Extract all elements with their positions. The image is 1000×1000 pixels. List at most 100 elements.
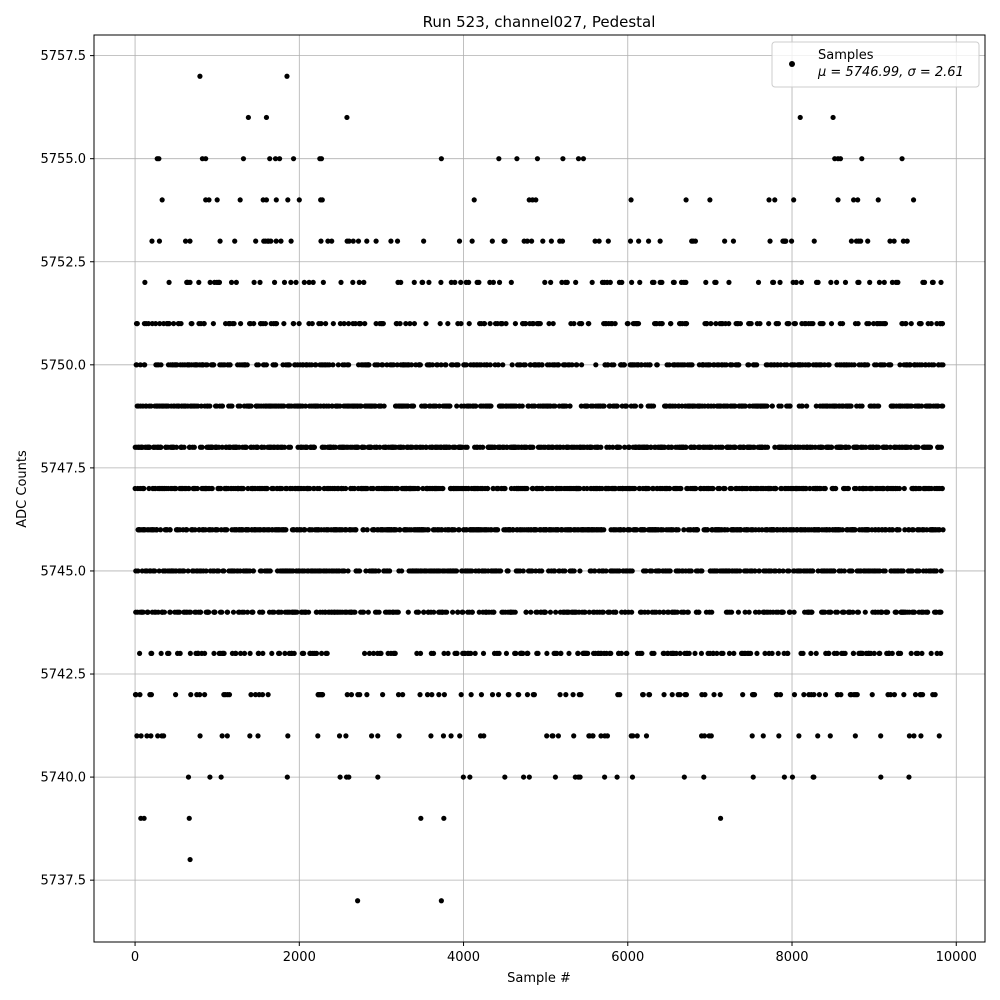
data-point [414,650,420,657]
data-point [811,692,817,698]
data-point [826,362,832,368]
data-point [361,650,368,657]
data-point [345,320,352,327]
data-point [701,733,708,739]
data-point [834,650,840,657]
data-point [520,650,526,657]
data-point [509,362,515,368]
data-point [627,527,633,533]
data-point [345,568,351,574]
data-point [838,692,844,698]
data-point [584,485,590,492]
data-point [806,362,812,368]
x-tick-label: 4000 [447,950,480,965]
data-point [661,692,667,698]
data-point [487,320,493,327]
data-point [468,650,474,657]
data-point [634,527,640,533]
data-point [350,279,356,285]
data-point [876,279,883,285]
data-point [719,444,725,450]
data-point [656,609,663,615]
data-point [430,650,437,657]
outlier-point [533,197,539,203]
data-point [777,279,783,285]
data-point [911,733,917,739]
data-point [694,527,701,533]
data-point [919,650,925,657]
data-point [519,403,525,409]
data-point [882,568,888,574]
data-point [780,609,786,615]
data-point [906,733,913,739]
data-point [629,568,635,574]
data-point [187,279,193,285]
data-point [318,320,324,327]
data-point [390,362,397,368]
data-point [248,403,254,409]
data-point [207,774,213,780]
data-point [476,279,482,285]
data-point [932,692,938,698]
data-point [355,238,362,244]
data-point [455,362,461,368]
data-point [411,320,418,327]
data-point [191,444,197,450]
data-point [900,238,907,244]
data-point [907,362,913,368]
data-point [397,320,403,327]
data-point [243,444,249,450]
outlier-point [496,156,502,162]
data-point [424,692,431,698]
data-point [394,362,400,368]
data-point [166,320,172,327]
data-point [900,568,906,574]
data-point [754,362,760,368]
data-point [559,238,566,244]
data-point [645,609,651,615]
data-point [855,609,862,615]
data-point [447,403,453,409]
data-point [599,485,605,492]
outlier-point [830,114,836,121]
data-point [563,403,569,409]
data-point [607,279,613,285]
outlier-point [156,156,162,162]
data-point [335,362,341,368]
data-point [423,444,429,450]
data-point [815,733,821,739]
data-point [341,568,347,574]
data-point [567,403,573,409]
data-point [343,485,349,492]
data-point [148,733,154,739]
y-axis-label: ADC Counts [15,450,30,528]
data-point [182,238,189,244]
outlier-point [203,156,209,162]
data-point [826,650,832,657]
data-point [918,733,924,739]
data-point [184,527,190,533]
data-point [659,320,665,327]
outlier-point [296,197,302,203]
data-point [375,774,381,780]
data-point [307,485,313,492]
y-tick-label: 5757.5 [41,49,87,64]
data-point [137,692,143,698]
x-tick-label: 8000 [775,950,808,965]
data-point [386,568,393,574]
data-point [862,609,868,615]
data-point [218,774,224,780]
data-point [559,279,565,285]
data-point [657,238,663,244]
data-point [858,238,864,244]
data-point [659,279,665,285]
data-point [863,444,869,450]
data-point [829,444,835,450]
data-point [624,650,630,657]
data-point [257,279,263,285]
data-point [524,692,531,698]
data-point [441,650,447,657]
data-point [396,733,402,739]
outlier-point [534,156,541,162]
data-point [613,609,619,615]
